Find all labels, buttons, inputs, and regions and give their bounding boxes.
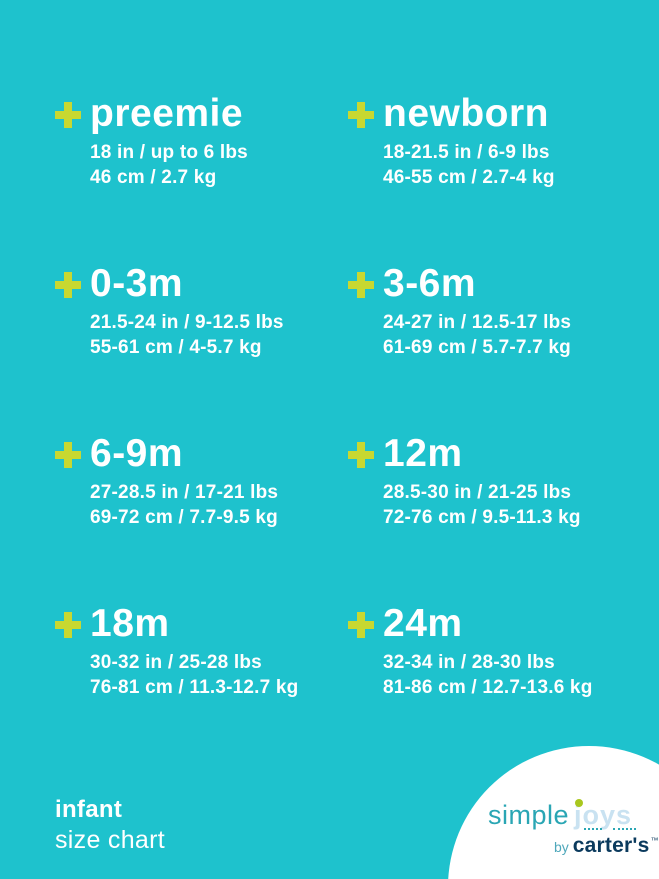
- plus-icon: [348, 271, 374, 298]
- plus-icon: [55, 271, 81, 298]
- size-metric: 46 cm / 2.7 kg: [90, 167, 217, 188]
- size-metric: 55-61 cm / 4-5.7 kg: [90, 337, 262, 358]
- stitch-right-icon: [613, 826, 636, 830]
- plus-icon: [55, 101, 81, 128]
- logo-word-simple: simple: [488, 800, 570, 830]
- size-label: preemie: [90, 92, 244, 135]
- size-label: 6-9m: [90, 432, 184, 475]
- size-label: 3-6m: [383, 262, 477, 305]
- size-imperial: 32-34 in / 28-30 lbs: [383, 652, 555, 673]
- logo-word-joys: joys: [574, 799, 633, 831]
- size-label: 0-3m: [90, 262, 184, 305]
- size-imperial: 18-21.5 in / 6-9 lbs: [383, 142, 550, 163]
- size-metric: 81-86 cm / 12.7-13.6 kg: [383, 677, 593, 698]
- size-head: 0-3m: [55, 264, 348, 303]
- size-metric: 61-69 cm / 5.7-7.7 kg: [383, 337, 571, 358]
- size-block-3-6m: 3-6m 24-27 in / 12.5-17 lbs 61-69 cm / 5…: [348, 264, 659, 434]
- plus-icon: [55, 441, 81, 468]
- logo-word-joys-text: joys: [574, 800, 633, 830]
- size-imperial: 27-28.5 in / 17-21 lbs: [90, 482, 279, 503]
- size-metric: 69-72 cm / 7.7-9.5 kg: [90, 507, 278, 528]
- size-head: 24m: [348, 604, 659, 643]
- brand-logo-byline: by carter's ™: [554, 834, 658, 858]
- size-head: newborn: [348, 94, 659, 133]
- size-head: 12m: [348, 434, 659, 473]
- size-label: 12m: [383, 432, 463, 475]
- stitch-left-icon: [584, 826, 602, 830]
- size-label: 18m: [90, 602, 170, 645]
- size-head: 6-9m: [55, 434, 348, 473]
- brand-logo-circle: simple joys by carter's ™: [448, 746, 659, 879]
- size-imperial: 24-27 in / 12.5-17 lbs: [383, 312, 572, 333]
- chart-footer: infant size chart: [55, 795, 165, 855]
- logo-word-by: by: [554, 839, 569, 855]
- size-block-6-9m: 6-9m 27-28.5 in / 17-21 lbs 69-72 cm / 7…: [55, 434, 348, 604]
- size-metric: 46-55 cm / 2.7-4 kg: [383, 167, 555, 188]
- plus-icon: [348, 611, 374, 638]
- size-label: newborn: [383, 92, 549, 135]
- footer-category: infant: [55, 796, 123, 823]
- size-label: 24m: [383, 602, 463, 645]
- size-block-24m: 24m 32-34 in / 28-30 lbs 81-86 cm / 12.7…: [348, 604, 659, 774]
- size-block-0-3m: 0-3m 21.5-24 in / 9-12.5 lbs 55-61 cm / …: [55, 264, 348, 434]
- plus-icon: [348, 101, 374, 128]
- size-block-newborn: newborn 18-21.5 in / 6-9 lbs 46-55 cm / …: [348, 94, 659, 264]
- size-imperial: 30-32 in / 25-28 lbs: [90, 652, 262, 673]
- size-head: 3-6m: [348, 264, 659, 303]
- size-block-preemie: preemie 18 in / up to 6 lbs 46 cm / 2.7 …: [55, 94, 348, 264]
- stitch-dots-icon: [584, 826, 636, 832]
- size-imperial: 21.5-24 in / 9-12.5 lbs: [90, 312, 284, 333]
- brand-logo-wordmark: simple joys: [488, 799, 633, 831]
- size-metric: 72-76 cm / 9.5-11.3 kg: [383, 507, 581, 528]
- footer-subtitle: size chart: [55, 826, 165, 854]
- size-imperial: 28.5-30 in / 21-25 lbs: [383, 482, 572, 503]
- plus-icon: [55, 611, 81, 638]
- size-head: preemie: [55, 94, 348, 133]
- size-grid: preemie 18 in / up to 6 lbs 46 cm / 2.7 …: [55, 94, 659, 774]
- size-metric: 76-81 cm / 11.3-12.7 kg: [90, 677, 299, 698]
- size-block-12m: 12m 28.5-30 in / 21-25 lbs 72-76 cm / 9.…: [348, 434, 659, 604]
- size-head: 18m: [55, 604, 348, 643]
- size-imperial: 18 in / up to 6 lbs: [90, 142, 248, 163]
- logo-word-carters: carter's: [572, 834, 650, 857]
- joys-j-dot-icon: [575, 799, 584, 807]
- size-block-18m: 18m 30-32 in / 25-28 lbs 76-81 cm / 11.3…: [55, 604, 348, 774]
- trademark-symbol: ™: [650, 836, 659, 845]
- plus-icon: [348, 441, 374, 468]
